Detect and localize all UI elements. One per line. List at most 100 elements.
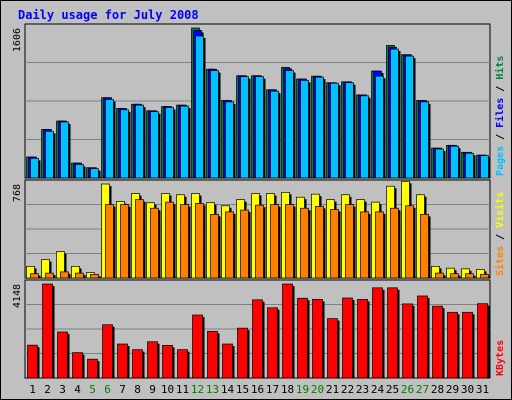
bar-pages-day-16 (255, 76, 264, 179)
bar-sites-day-26 (405, 205, 414, 279)
bar-sites-day-19 (300, 207, 309, 279)
panel-hits-files-ymax-label: 1606 (12, 28, 23, 52)
bar-kbytes-day-5 (87, 358, 98, 379)
bar-sites-day-16 (255, 204, 264, 279)
x-tick-label: 4 (74, 383, 81, 396)
bar-pages-day-31 (480, 155, 489, 179)
bar-sites-day-4 (75, 272, 84, 279)
legend-entry: Hits (494, 56, 506, 80)
bar-kbytes-day-7 (117, 343, 128, 379)
bar-sites-day-20 (315, 206, 324, 279)
bar-pages-day-28 (435, 148, 444, 179)
bar-kbytes-day-9 (147, 341, 158, 379)
bar-kbytes-day-1 (27, 344, 38, 379)
bar-pages-day-4 (75, 164, 84, 179)
x-tick-label: 27 (416, 383, 429, 396)
x-tick-label: 20 (311, 383, 324, 396)
bar-kbytes-day-10 (162, 345, 173, 379)
bar-kbytes-day-13 (207, 330, 218, 379)
chart-panels: 1606 Pages / Files / Hits 768 Sites / Visit… (12, 23, 506, 379)
x-tick-label: 30 (461, 383, 474, 396)
bar-pages-day-20 (315, 76, 324, 179)
bar-pages-day-9 (150, 111, 159, 179)
bar-kbytes-day-8 (132, 349, 143, 379)
bar-kbytes-day-6 (102, 324, 113, 379)
bar-pages-day-6 (105, 99, 114, 179)
bar-sites-day-12 (195, 202, 204, 279)
bar-pages-day-19 (300, 80, 309, 179)
bar-pages-day-27 (420, 101, 429, 179)
bar-sites-day-18 (285, 204, 294, 279)
x-tick-label: 19 (296, 383, 309, 396)
bar-pages-day-23 (360, 95, 369, 179)
bar-kbytes-day-28 (432, 305, 443, 379)
x-tick-label: 22 (341, 383, 354, 396)
bar-pages-day-1 (30, 158, 39, 179)
bar-kbytes-day-31 (477, 303, 488, 379)
legend-entry: / (495, 228, 506, 246)
x-tick-label: 6 (104, 383, 111, 396)
bar-pages-day-5 (90, 168, 99, 179)
bar-sites-day-31 (480, 273, 489, 279)
bar-sites-day-28 (435, 272, 444, 279)
x-tick-label: 12 (191, 383, 204, 396)
bar-kbytes-day-30 (462, 311, 473, 379)
bar-kbytes-day-15 (237, 327, 248, 379)
legend-entry: Sites (494, 246, 506, 276)
bar-kbytes-day-27 (417, 295, 428, 379)
bar-kbytes-day-4 (72, 352, 83, 379)
bar-sites-day-13 (210, 214, 219, 279)
bar-kbytes-day-25 (387, 287, 398, 379)
bar-sites-day-29 (450, 273, 459, 279)
x-tick-label: 29 (446, 383, 459, 396)
x-axis-tick-labels: 1 2 3 4 5 6 7 8 9 10 11 12 13 14 15 16 17 18 19 20 21 22 23 24 2… (29, 383, 489, 396)
bar-pages-day-24 (375, 75, 384, 179)
bar-kbytes-day-21 (327, 318, 338, 379)
bar-kbytes-day-3 (57, 331, 68, 379)
bar-kbytes-day-17 (267, 307, 278, 379)
x-tick-label: 15 (236, 383, 249, 396)
legend-entry: / (495, 80, 506, 98)
x-tick-label: 10 (161, 383, 174, 396)
panel-kbytes-legend: KBytes (495, 340, 506, 376)
bar-kbytes-day-14 (222, 343, 233, 379)
x-tick-label: 31 (476, 383, 489, 396)
bar-kbytes-day-11 (177, 349, 188, 379)
bar-sites-day-2 (45, 272, 54, 279)
bar-pages-day-2 (45, 130, 54, 179)
bar-sites-day-8 (135, 199, 144, 279)
bar-sites-day-22 (345, 204, 354, 279)
panel-hits-files-legend: Pages / Files / Hits (494, 56, 506, 176)
bar-sites-day-5 (90, 273, 99, 279)
x-tick-label: 21 (326, 383, 339, 396)
bar-sites-day-24 (375, 211, 384, 279)
x-tick-label: 28 (431, 383, 444, 396)
x-tick-label: 24 (371, 383, 385, 396)
bar-sites-day-14 (225, 211, 234, 279)
bar-pages-day-17 (270, 90, 279, 179)
panel-visits-sites: 768 Sites / Visits (12, 179, 506, 279)
bar-sites-day-10 (165, 201, 174, 279)
x-tick-label: 7 (119, 383, 126, 396)
bar-sites-day-23 (360, 211, 369, 279)
x-tick-label: 26 (401, 383, 414, 396)
bar-sites-day-21 (330, 209, 339, 279)
panel-hits-files: 1606 Pages / Files / Hits (12, 23, 506, 179)
panel-kbytes: 4148 KBytes (12, 279, 506, 379)
x-tick-label: 25 (386, 383, 399, 396)
panel-kbytes-bars (27, 283, 490, 379)
bar-sites-day-27 (420, 214, 429, 279)
legend-entry: Visits (494, 192, 506, 228)
bar-kbytes-day-26 (402, 303, 413, 379)
bar-sites-day-3 (60, 271, 69, 279)
x-tick-label: 11 (176, 383, 189, 396)
panel-visits-sites-bars (26, 180, 491, 279)
bar-kbytes-day-20 (312, 299, 323, 379)
bar-kbytes-day-22 (342, 297, 353, 379)
bar-pages-day-7 (120, 109, 129, 179)
bar-kbytes-day-12 (192, 314, 203, 379)
x-tick-label: 16 (251, 383, 264, 396)
legend-entry: Files (494, 98, 506, 128)
bar-sites-day-25 (390, 207, 399, 279)
